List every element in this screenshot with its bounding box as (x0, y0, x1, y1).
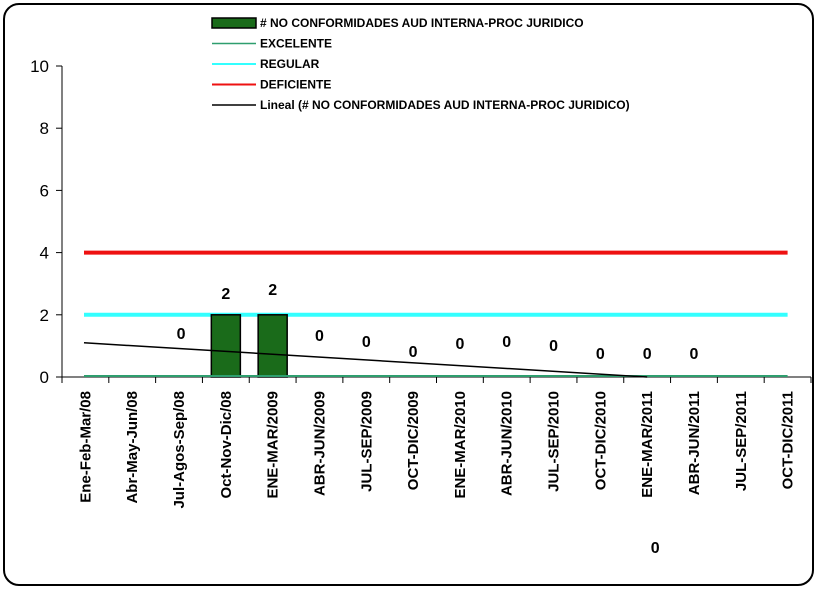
data-label: 0 (549, 338, 558, 355)
x-tick-label: JUL-SEP/2010 (546, 391, 563, 492)
data-label: 0 (502, 334, 511, 351)
data-label: 0 (596, 346, 605, 363)
x-tick-label: ENE-MAR/2010 (452, 391, 469, 499)
data-label-extra: 0 (651, 540, 660, 557)
plot-area (83, 250, 788, 378)
chart-frame (3, 3, 814, 586)
y-tick-label: 8 (40, 119, 49, 138)
x-tick-label: Ene-Feb-Mar/08 (77, 391, 94, 503)
y-tick-label: 0 (40, 368, 49, 387)
data-label: 0 (643, 346, 652, 363)
legend-entry: REGULAR (260, 57, 320, 71)
x-tick-label: OCT-DIC/2010 (592, 391, 609, 490)
legend: # NO CONFORMIDADES AUD INTERNA-PROC JURI… (211, 16, 630, 112)
data-label: 2 (268, 282, 277, 299)
legend-entry: DEFICIENTE (260, 78, 331, 92)
x-tick-label: ABR-JUN/2009 (311, 391, 328, 496)
x-tick-label: Abr-May-Jun/08 (124, 391, 141, 504)
y-tick-label: 4 (40, 244, 49, 263)
data-labels: 0 2 2 0 0 0 0 0 0 0 0 0 0 (177, 282, 699, 557)
data-label: 0 (455, 336, 464, 353)
x-tick-label: ABR-JUN/2011 (686, 391, 703, 495)
axes: 0 2 4 6 8 10 Ene-Feb-Mar/08 Abr-May-Jun/08 Jul-A… (30, 57, 812, 509)
x-tick-label: OCT-DIC/2009 (405, 391, 422, 490)
legend-entry: EXCELENTE (260, 37, 332, 51)
data-label: 0 (315, 328, 324, 345)
x-tick-label: Jul-Agos-Sep/08 (171, 391, 188, 509)
y-tick-label: 6 (40, 181, 49, 200)
x-tick-label: ENE-MAR/2009 (265, 391, 282, 499)
x-tick-label: ENE-MAR/2011 (639, 391, 656, 498)
legend-entry: Lineal (# NO CONFORMIDADES AUD INTERNA-P… (260, 98, 630, 112)
x-tick-label: OCT-DIC/2011 (780, 391, 797, 489)
y-tick-label: 2 (40, 306, 49, 325)
data-label: 0 (690, 346, 699, 363)
x-tick-label: JUL-SEP/2009 (358, 391, 375, 492)
legend-entry: # NO CONFORMIDADES AUD INTERNA-PROC JURI… (260, 16, 584, 30)
bar (257, 314, 288, 378)
x-tick-label: Oct-Nov-Dic/08 (218, 391, 235, 499)
x-tick-label: ABR-JUN/2010 (499, 391, 516, 496)
data-label: 0 (362, 334, 371, 351)
legend-swatch (211, 17, 257, 29)
bar (210, 314, 242, 378)
x-tick-label: JUL-SEP/2011 (733, 391, 750, 491)
data-label: 0 (409, 344, 418, 361)
data-label: 2 (221, 286, 230, 303)
y-tick-label: 10 (30, 57, 49, 76)
data-label: 0 (177, 326, 186, 343)
trendline (83, 342, 648, 378)
